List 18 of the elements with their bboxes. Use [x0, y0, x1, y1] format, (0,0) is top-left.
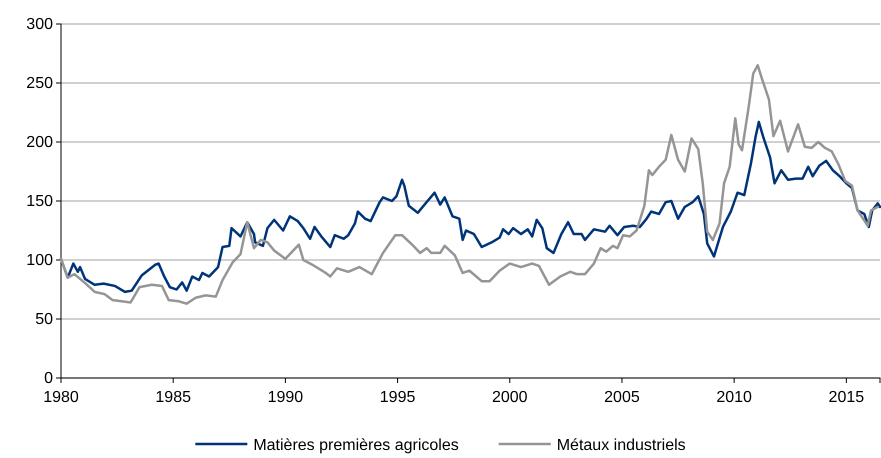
x-tick-label: 2015 — [828, 389, 864, 406]
x-tick-label: 1995 — [380, 389, 416, 406]
y-tick-label: 250 — [26, 75, 54, 92]
y-tick-label: 200 — [26, 134, 54, 152]
legend-label: Métaux industriels — [556, 437, 686, 454]
x-tick-label: 1980 — [43, 389, 79, 406]
y-tick-label: 300 — [26, 16, 54, 34]
x-tick-label: 2005 — [604, 389, 640, 406]
legend-label: Matières premières agricoles — [253, 437, 459, 454]
y-tick-label: 50 — [35, 311, 54, 328]
line-series — [60, 64, 880, 305]
x-tick-label: 1985 — [155, 389, 192, 406]
x-tick-label: 2000 — [492, 389, 528, 406]
y-tick-label: 100 — [26, 252, 54, 270]
x-tick-label: 2010 — [716, 389, 752, 406]
y-tick-label: 0 — [44, 370, 54, 388]
y-tick-label: 150 — [26, 193, 54, 210]
x-tick-label: 1990 — [268, 389, 304, 406]
